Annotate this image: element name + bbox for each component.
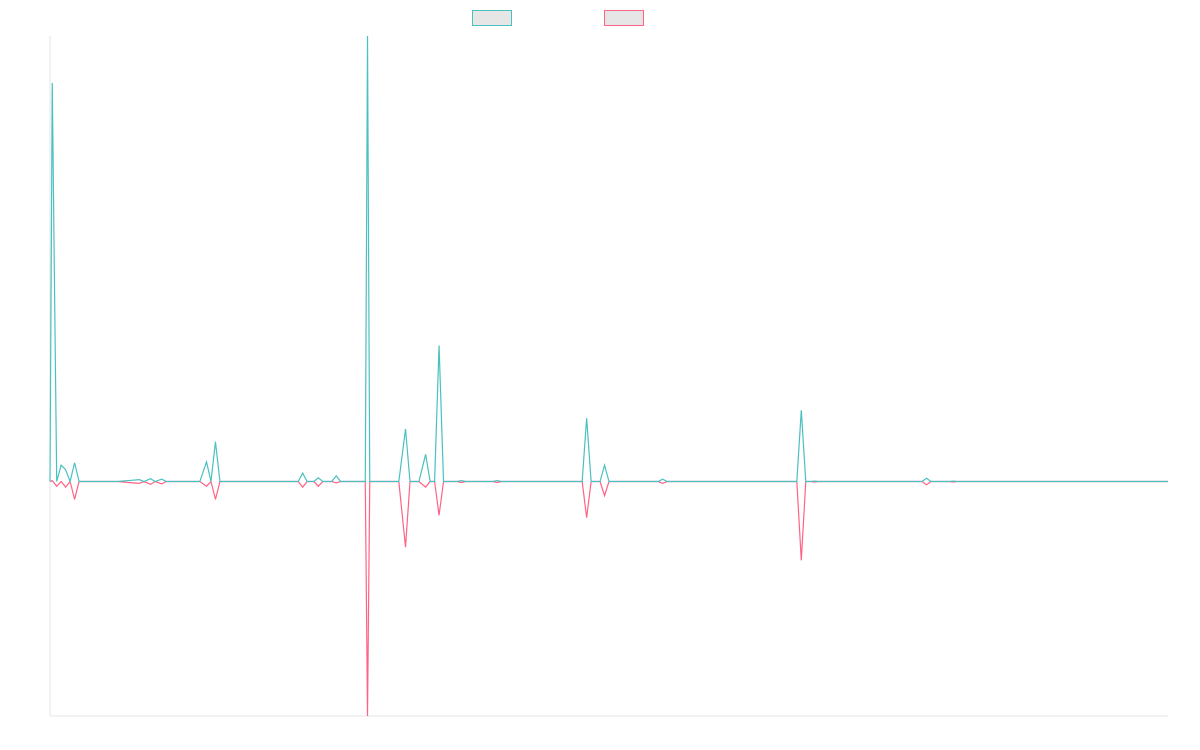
legend [0,10,1200,26]
legend-item-series-1[interactable] [472,10,512,26]
legend-swatch-series-2 [604,10,644,26]
legend-item-series-2[interactable] [604,10,644,26]
series-line-1 [49,35,1168,484]
axes [49,36,1168,717]
series-line-2 [49,479,1168,717]
legend-swatch-series-1 [472,10,512,26]
series-layer [49,35,1168,717]
